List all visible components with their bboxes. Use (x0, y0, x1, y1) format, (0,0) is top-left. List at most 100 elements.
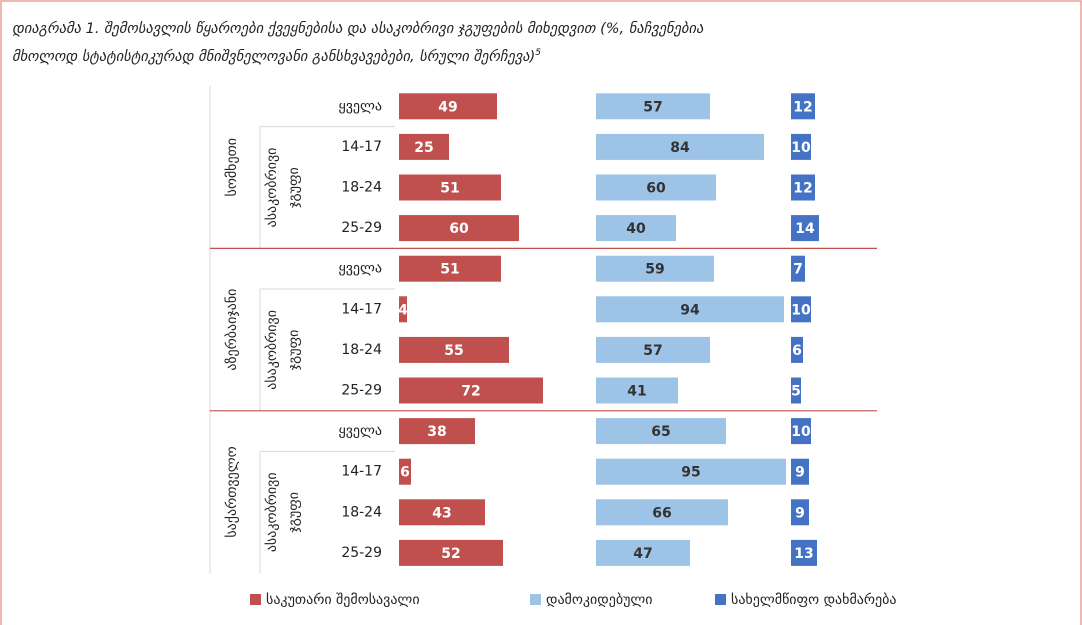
value-label: 43 (432, 505, 451, 521)
bar (791, 418, 811, 445)
value-label: 49 (438, 99, 457, 115)
chart-title: დიაგრამა 1. შემოსავლის წყაროები ქვეყნები… (12, 20, 704, 37)
bar (596, 377, 678, 404)
bar (399, 539, 503, 566)
value-label: 40 (626, 221, 646, 237)
category-label: 25-29 (341, 545, 382, 561)
value-label: 59 (645, 262, 664, 278)
bar (399, 377, 543, 404)
value-label: 5 (791, 384, 801, 400)
title-text: მხოლოდ სტატისტიკურად მნიშვნელოვანი განსხ… (12, 48, 535, 65)
value-label: 25 (414, 140, 433, 156)
value-label: 9 (795, 465, 805, 481)
legend-label: სახელმწიფო დახმარება (731, 591, 896, 608)
value-label: 13 (794, 546, 813, 562)
bar (791, 174, 815, 201)
value-label: 14 (795, 221, 815, 237)
bar (791, 93, 815, 120)
subgroup-label: ჯგუფი (286, 167, 302, 208)
bar (596, 336, 710, 363)
bar (596, 539, 690, 566)
bar (399, 418, 475, 445)
value-label: 6 (400, 465, 410, 481)
category-label: ყველა (338, 261, 382, 277)
bar (596, 296, 784, 323)
bar (596, 499, 728, 526)
bar (596, 93, 710, 120)
bar (791, 458, 809, 485)
bar (399, 174, 501, 201)
category-label: 18-24 (341, 342, 382, 358)
category-label: 25-29 (341, 220, 382, 236)
bar (596, 174, 716, 201)
value-label: 12 (793, 99, 812, 115)
value-label: 65 (651, 424, 670, 440)
subgroup-label: ასაკობრივი (263, 148, 280, 228)
bar (399, 499, 485, 526)
chart-title-line2: მხოლოდ სტატისტიკურად მნიშვნელოვანი განსხ… (12, 48, 541, 65)
group-label: აზერბაიჯანი (223, 289, 240, 371)
group-label: საქართველო (223, 446, 240, 537)
value-label: 94 (680, 302, 700, 318)
value-label: 41 (627, 384, 646, 400)
value-label: 7 (793, 262, 803, 278)
value-label: 10 (791, 424, 811, 440)
value-label: 55 (444, 343, 463, 359)
value-label: 66 (652, 505, 671, 521)
bar (596, 215, 676, 242)
value-label: 51 (440, 181, 459, 197)
category-label: 25-29 (341, 383, 382, 399)
bar (596, 458, 786, 485)
value-label: 10 (791, 140, 811, 156)
legend-swatch (530, 594, 541, 605)
value-label: 57 (643, 99, 662, 115)
value-label: 84 (670, 140, 690, 156)
value-label: 60 (646, 181, 666, 197)
subgroup-label: ჯგუფი (286, 492, 302, 533)
value-label: 47 (633, 546, 652, 562)
bar (791, 215, 819, 242)
bar (399, 255, 501, 282)
bar (399, 458, 411, 485)
value-label: 9 (795, 505, 805, 521)
bar (399, 133, 449, 160)
legend-label: დამოკიდებული (546, 592, 653, 608)
bar (399, 93, 497, 120)
category-label: ყველა (338, 423, 382, 439)
footnote-ref: 5 (535, 48, 541, 58)
subgroup-label: ჯგუფი (286, 330, 302, 371)
bar (791, 296, 811, 323)
legend-swatch (715, 594, 726, 605)
category-label: 14-17 (341, 464, 382, 480)
legend-swatch (250, 594, 261, 605)
legend-label: საკუთარი შემოსავალი (266, 591, 420, 608)
bar (791, 255, 805, 282)
value-label: 51 (440, 262, 459, 278)
bar (596, 255, 714, 282)
value-label: 52 (441, 546, 460, 562)
value-label: 4 (398, 302, 408, 318)
category-label: 14-17 (341, 139, 382, 155)
value-label: 38 (427, 424, 446, 440)
bar (596, 418, 726, 445)
bar (399, 336, 509, 363)
category-label: 14-17 (341, 301, 382, 317)
subgroup-label: ასაკობრივი (263, 310, 280, 390)
bar (596, 133, 764, 160)
group-label: სომხეთი (224, 138, 240, 197)
bar (791, 499, 809, 526)
value-label: 12 (793, 181, 812, 197)
bar (399, 215, 519, 242)
category-label: ყველა (338, 98, 382, 114)
value-label: 57 (643, 343, 662, 359)
value-label: 6 (792, 343, 802, 359)
bar (791, 133, 811, 160)
category-label: 18-24 (341, 180, 382, 196)
bar (399, 296, 407, 323)
bar (791, 336, 803, 363)
bar (791, 539, 817, 566)
value-label: 60 (449, 221, 469, 237)
value-label: 10 (791, 302, 811, 318)
